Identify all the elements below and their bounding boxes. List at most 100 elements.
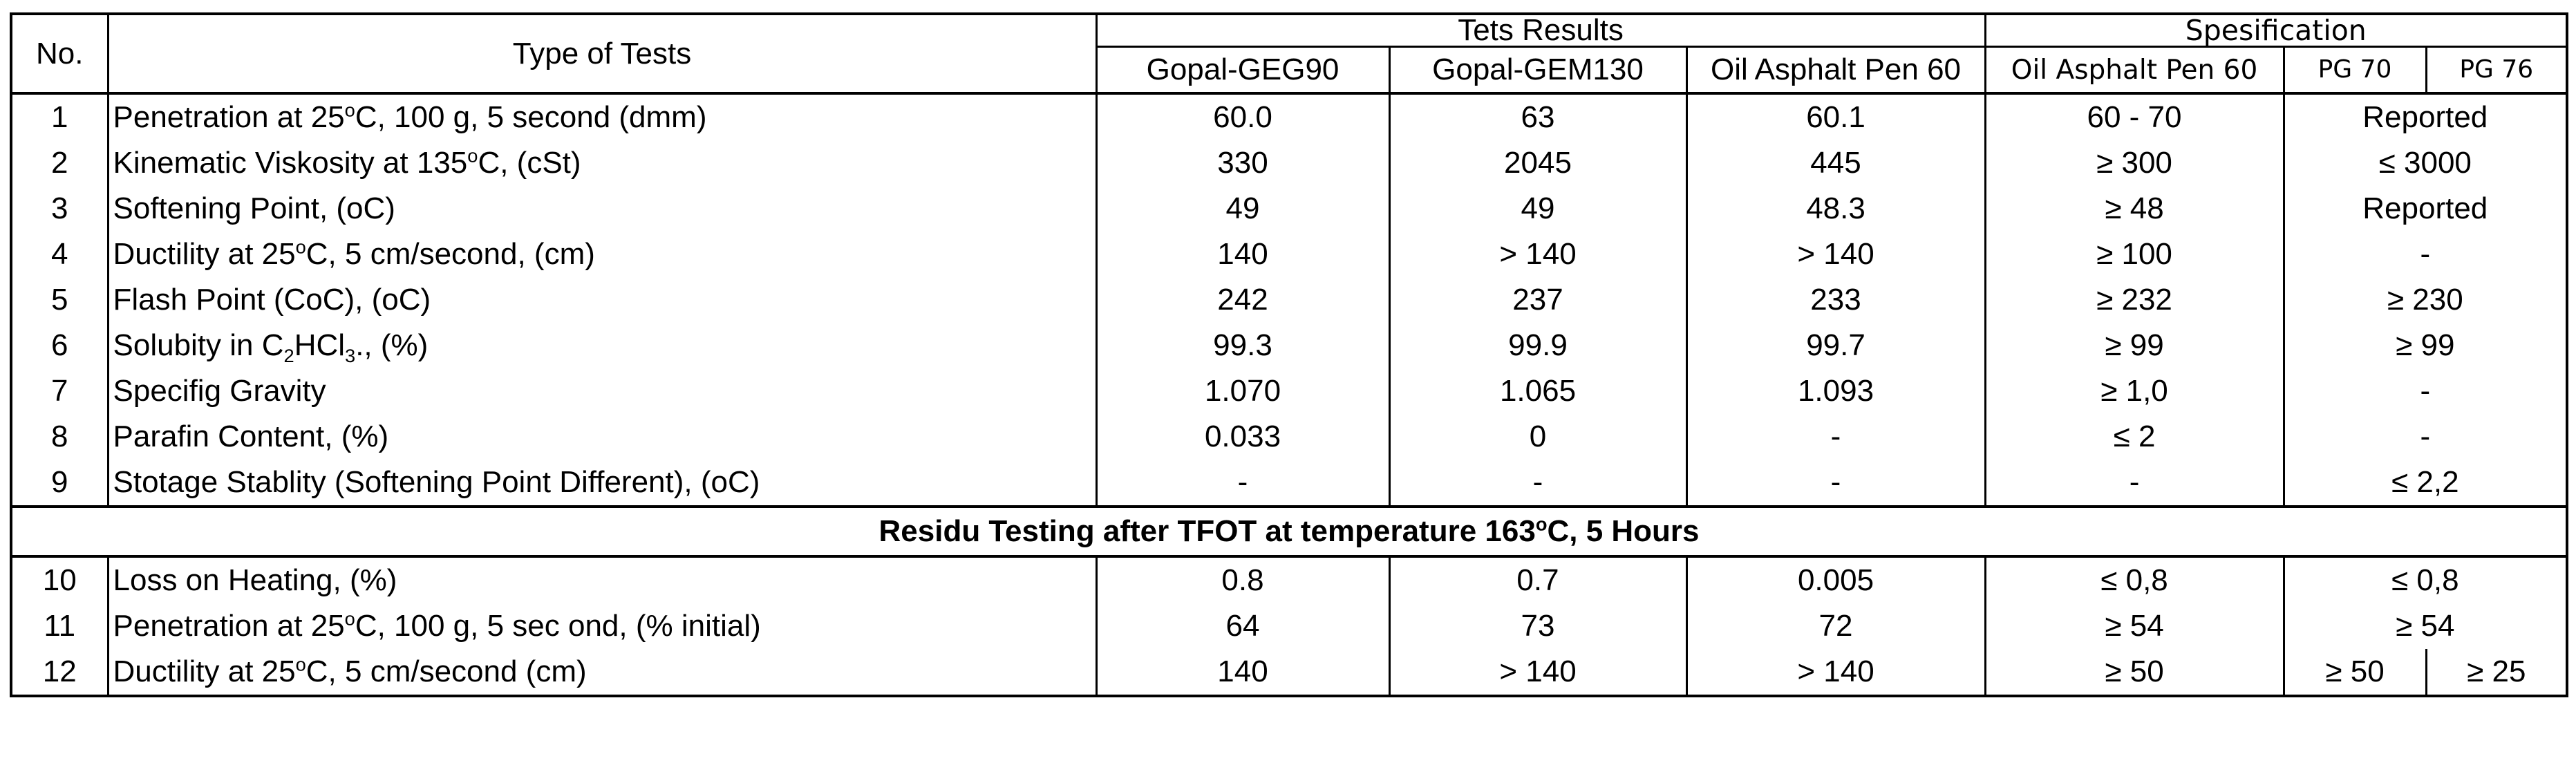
row-type: Softening Point, (oC) bbox=[108, 186, 1098, 232]
table-row: 5 Flash Point (CoC), (oC) 242 237 233 ≥ … bbox=[10, 277, 2569, 323]
row-type: Kinematic Viskosity at 135oC, (cSt) bbox=[108, 140, 1098, 186]
row-result-oil: > 140 bbox=[1686, 649, 1986, 697]
row-type: Parafin Content, (%) bbox=[108, 414, 1098, 460]
row-spec-pg: - bbox=[2284, 232, 2569, 277]
row-spec-pg: ≥ 230 bbox=[2284, 277, 2569, 323]
table-row: 6 Solubity in C2HCl3., (%) 99.3 99.9 99.… bbox=[10, 323, 2569, 368]
row-result-gem130: 99.9 bbox=[1389, 323, 1688, 368]
table-row: 7 Specifig Gravity 1.070 1.065 1.093 ≥ 1… bbox=[10, 368, 2569, 414]
row-spec-pg: ≤ 3000 bbox=[2284, 140, 2569, 186]
section-residue-header: Residu Testing after TFOT at temperature… bbox=[9, 505, 2569, 558]
row-spec-pg: Reported bbox=[2284, 186, 2569, 232]
header-no: No. bbox=[10, 12, 109, 95]
header-oil-asphalt-pen60: Oil Asphalt Pen 60 bbox=[1686, 46, 1986, 95]
row-spec-oil: ≥ 50 bbox=[1985, 649, 2285, 697]
row-result-gem130: > 140 bbox=[1389, 232, 1688, 277]
table-row: 11 Penetration at 25oC, 100 g, 5 sec ond… bbox=[10, 603, 2569, 649]
row-spec-pg: - bbox=[2284, 368, 2569, 414]
row-result-gem130: 63 bbox=[1389, 93, 1688, 140]
row-result-oil: 72 bbox=[1686, 603, 1986, 649]
row-result-oil: 60.1 bbox=[1686, 93, 1986, 140]
row-result-oil: 48.3 bbox=[1686, 186, 1986, 232]
row-result-oil: - bbox=[1686, 414, 1986, 460]
table-row: 2 Kinematic Viskosity at 135oC, (cSt) 33… bbox=[10, 140, 2569, 186]
table-row: 4 Ductility at 25oC, 5 cm/second, (cm) 1… bbox=[10, 232, 2569, 277]
row-spec-pg76: ≥ 25 bbox=[2426, 649, 2569, 697]
row-result-oil: 445 bbox=[1686, 140, 1986, 186]
row-spec-pg: ≥ 54 bbox=[2284, 603, 2569, 649]
row-type: Penetration at 25oC, 100 g, 5 second (dm… bbox=[108, 93, 1098, 140]
row-spec-oil: ≥ 54 bbox=[1985, 603, 2285, 649]
table-row: 3 Softening Point, (oC) 49 49 48.3 ≥ 48 … bbox=[10, 186, 2569, 232]
row-type: Ductility at 25oC, 5 cm/second (cm) bbox=[108, 649, 1098, 697]
row-result-geg90: 0.8 bbox=[1096, 556, 1391, 603]
row-spec-oil: 60 - 70 bbox=[1985, 93, 2285, 140]
row-no: 10 bbox=[10, 556, 109, 603]
row-result-geg90: 0.033 bbox=[1096, 414, 1391, 460]
row-spec-oil: - bbox=[1985, 460, 2285, 507]
row-result-geg90: 242 bbox=[1096, 277, 1391, 323]
row-spec-pg70: ≥ 50 bbox=[2284, 649, 2427, 697]
test-results-table: No. Type of Tests Tets Results Spesifica… bbox=[9, 12, 2569, 697]
row-result-oil: 1.093 bbox=[1686, 368, 1986, 414]
row-result-oil: - bbox=[1686, 460, 1986, 507]
row-result-gem130: 49 bbox=[1389, 186, 1688, 232]
row-result-oil: 0.005 bbox=[1686, 556, 1986, 603]
row-result-gem130: 237 bbox=[1389, 277, 1688, 323]
row-spec-pg: ≤ 2,2 bbox=[2284, 460, 2569, 507]
row-result-gem130: 1.065 bbox=[1389, 368, 1688, 414]
row-spec-pg: Reported bbox=[2284, 93, 2569, 140]
row-spec-oil: ≥ 300 bbox=[1985, 140, 2285, 186]
row-spec-oil: ≤ 0,8 bbox=[1985, 556, 2285, 603]
row-result-geg90: 60.0 bbox=[1096, 93, 1391, 140]
row-type: Ductility at 25oC, 5 cm/second, (cm) bbox=[108, 232, 1098, 277]
row-type: Flash Point (CoC), (oC) bbox=[108, 277, 1098, 323]
row-spec-oil: ≥ 48 bbox=[1985, 186, 2285, 232]
header-type-of-tests: Type of Tests bbox=[108, 12, 1098, 95]
row-result-gem130: 2045 bbox=[1389, 140, 1688, 186]
row-result-oil: 233 bbox=[1686, 277, 1986, 323]
header-gopal-gem130: Gopal-GEM130 bbox=[1389, 46, 1688, 95]
row-result-gem130: 73 bbox=[1389, 603, 1688, 649]
row-result-gem130: - bbox=[1389, 460, 1688, 507]
row-type: Penetration at 25oC, 100 g, 5 sec ond, (… bbox=[108, 603, 1098, 649]
row-result-geg90: 140 bbox=[1096, 649, 1391, 697]
row-no: 8 bbox=[10, 414, 109, 460]
row-spec-oil: ≤ 2 bbox=[1985, 414, 2285, 460]
row-result-gem130: > 140 bbox=[1389, 649, 1688, 697]
row-result-geg90: 1.070 bbox=[1096, 368, 1391, 414]
row-no: 3 bbox=[10, 186, 109, 232]
row-result-geg90: 49 bbox=[1096, 186, 1391, 232]
row-spec-pg: ≥ 99 bbox=[2284, 323, 2569, 368]
row-no: 9 bbox=[10, 460, 109, 507]
header-spec-oil-asphalt-pen60: Oil Asphalt Pen 60 bbox=[1985, 46, 2285, 95]
row-no: 11 bbox=[10, 603, 109, 649]
row-spec-pg: - bbox=[2284, 414, 2569, 460]
row-no: 7 bbox=[10, 368, 109, 414]
row-result-gem130: 0.7 bbox=[1389, 556, 1688, 603]
header-specification: Spesification bbox=[1985, 12, 2569, 48]
row-spec-oil: ≥ 100 bbox=[1985, 232, 2285, 277]
row-result-geg90: - bbox=[1096, 460, 1391, 507]
table-row: 12 Ductility at 25oC, 5 cm/second (cm) 1… bbox=[10, 649, 2569, 697]
row-result-oil: 99.7 bbox=[1686, 323, 1986, 368]
row-no: 4 bbox=[10, 232, 109, 277]
row-result-oil: > 140 bbox=[1686, 232, 1986, 277]
row-spec-oil: ≥ 1,0 bbox=[1985, 368, 2285, 414]
table-row: 9 Stotage Stablity (Softening Point Diff… bbox=[10, 460, 2569, 507]
row-result-geg90: 330 bbox=[1096, 140, 1391, 186]
row-no: 6 bbox=[10, 323, 109, 368]
header-test-results: Tets Results bbox=[1096, 12, 1986, 48]
row-no: 1 bbox=[10, 93, 109, 140]
row-no: 12 bbox=[10, 649, 109, 697]
header-spec-pg76: PG 76 bbox=[2426, 46, 2569, 95]
row-result-geg90: 99.3 bbox=[1096, 323, 1391, 368]
row-type: Specifig Gravity bbox=[108, 368, 1098, 414]
header-gopal-geg90: Gopal-GEG90 bbox=[1096, 46, 1391, 95]
row-type: Loss on Heating, (%) bbox=[108, 556, 1098, 603]
row-spec-pg: ≤ 0,8 bbox=[2284, 556, 2569, 603]
table-row: 8 Parafin Content, (%) 0.033 0 - ≤ 2 - bbox=[10, 414, 2569, 460]
row-result-geg90: 140 bbox=[1096, 232, 1391, 277]
header-spec-pg70: PG 70 bbox=[2284, 46, 2427, 95]
row-no: 2 bbox=[10, 140, 109, 186]
